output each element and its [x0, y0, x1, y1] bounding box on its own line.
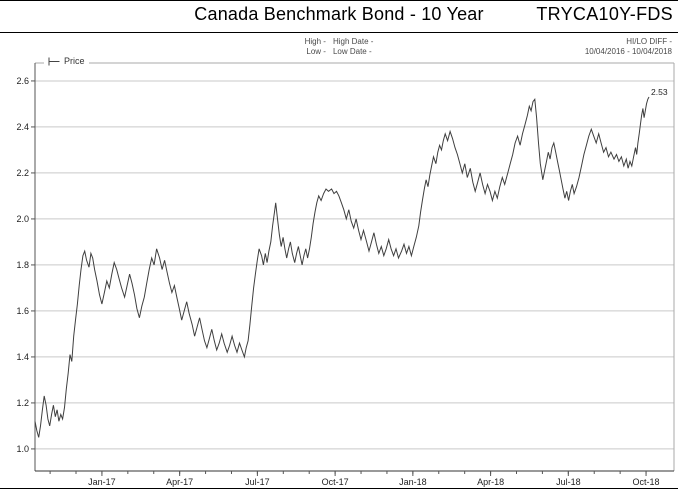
x-axis-label: Jan-18: [399, 477, 427, 487]
x-axis-label: Apr-18: [477, 477, 504, 487]
hilo-diff-block: HI/LO DIFF - 10/04/2016 - 10/04/2018: [585, 37, 672, 57]
high-label: High -: [304, 37, 326, 46]
y-axis-label: 2.6: [16, 76, 29, 86]
price-line: [34, 96, 650, 438]
high-date-label: High Date -: [332, 37, 374, 46]
y-axis-label: 2.0: [16, 214, 29, 224]
line-style-icon: [48, 57, 60, 65]
high-low-stats: High - High Date - Low - Low Date -: [0, 37, 678, 57]
low-date-label: Low Date -: [332, 47, 372, 56]
y-axis-label: 2.2: [16, 168, 29, 178]
low-stats-row: Low - Low Date -: [0, 47, 678, 57]
low-label: Low -: [306, 47, 326, 56]
y-axis-label: 1.0: [16, 444, 29, 454]
title-row: Canada Benchmark Bond - 10 Year TRYCA10Y…: [0, 4, 678, 31]
date-range-label: 10/04/2016 - 10/04/2018: [584, 47, 672, 56]
header-divider: [0, 32, 678, 33]
x-axis-label: Apr-17: [166, 477, 193, 487]
x-axis-label: Oct-18: [633, 477, 660, 487]
hilo-diff-label: HI/LO DIFF -: [626, 37, 672, 46]
y-axis-label: 1.6: [16, 306, 29, 316]
high-stats-row: High - High Date -: [0, 37, 678, 47]
y-axis-label: 1.8: [16, 260, 29, 270]
last-value-label: 2.53: [651, 87, 668, 97]
y-axis-label: 1.4: [16, 352, 29, 362]
y-axis-label: 1.2: [16, 398, 29, 408]
x-axis-label: Jul-18: [556, 477, 581, 487]
legend-series-label: Price: [64, 56, 85, 66]
ticker-symbol: TRYCA10Y-FDS: [536, 4, 673, 24]
page-title: Canada Benchmark Bond - 10 Year: [194, 4, 484, 24]
x-axis-label: Jul-17: [245, 477, 270, 487]
x-axis-label: Oct-17: [322, 477, 349, 487]
x-axis-label: Jan-17: [88, 477, 116, 487]
chart-legend: Price: [44, 56, 89, 66]
y-axis-label: 2.4: [16, 122, 29, 132]
